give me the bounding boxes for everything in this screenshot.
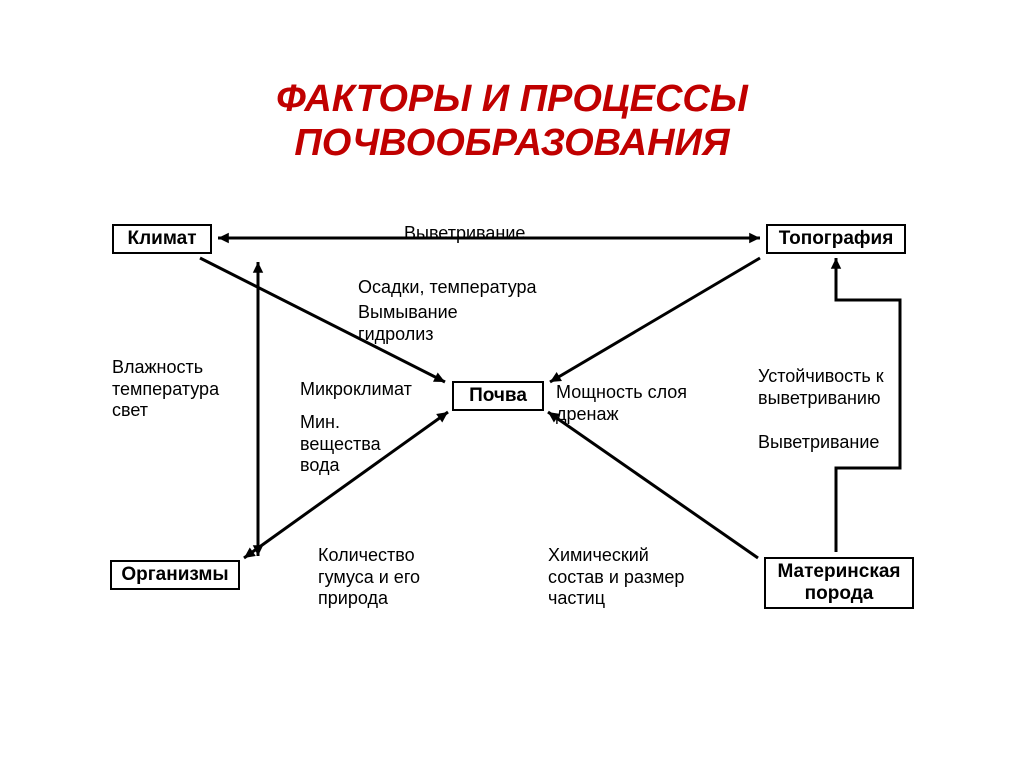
label-leach-hydro: Вымывание гидролиз (358, 302, 458, 345)
node-organisms: Организмы (110, 560, 240, 590)
label-weathering-top: Выветривание (404, 223, 525, 245)
label-microclimate: Микроклимат (300, 379, 412, 401)
label-thickness-drain: Мощность слоя дренаж (556, 382, 687, 425)
node-climate: Климат (112, 224, 212, 254)
title-line2: ПОЧВООБРАЗОВАНИЯ (294, 122, 729, 164)
label-stability: Устойчивость к выветриванию (758, 366, 884, 409)
node-topography: Топография (766, 224, 906, 254)
label-precip-temp: Осадки, температура (358, 277, 537, 299)
label-min-water: Мин. вещества вода (300, 412, 381, 477)
page-title: ФАКТОРЫ И ПРОЦЕССЫ ПОЧВООБРАЗОВАНИЯ (0, 78, 1024, 165)
label-humus: Количество гумуса и его природа (318, 545, 420, 610)
node-parent: Материнская порода (764, 557, 914, 609)
node-soil: Почва (452, 381, 544, 411)
label-humid-temp-light: Влажность температура свет (112, 357, 219, 422)
label-chem: Химический состав и размер частиц (548, 545, 684, 610)
title-line1: ФАКТОРЫ И ПРОЦЕССЫ (276, 78, 748, 120)
label-weathering-right: Выветривание (758, 432, 879, 454)
